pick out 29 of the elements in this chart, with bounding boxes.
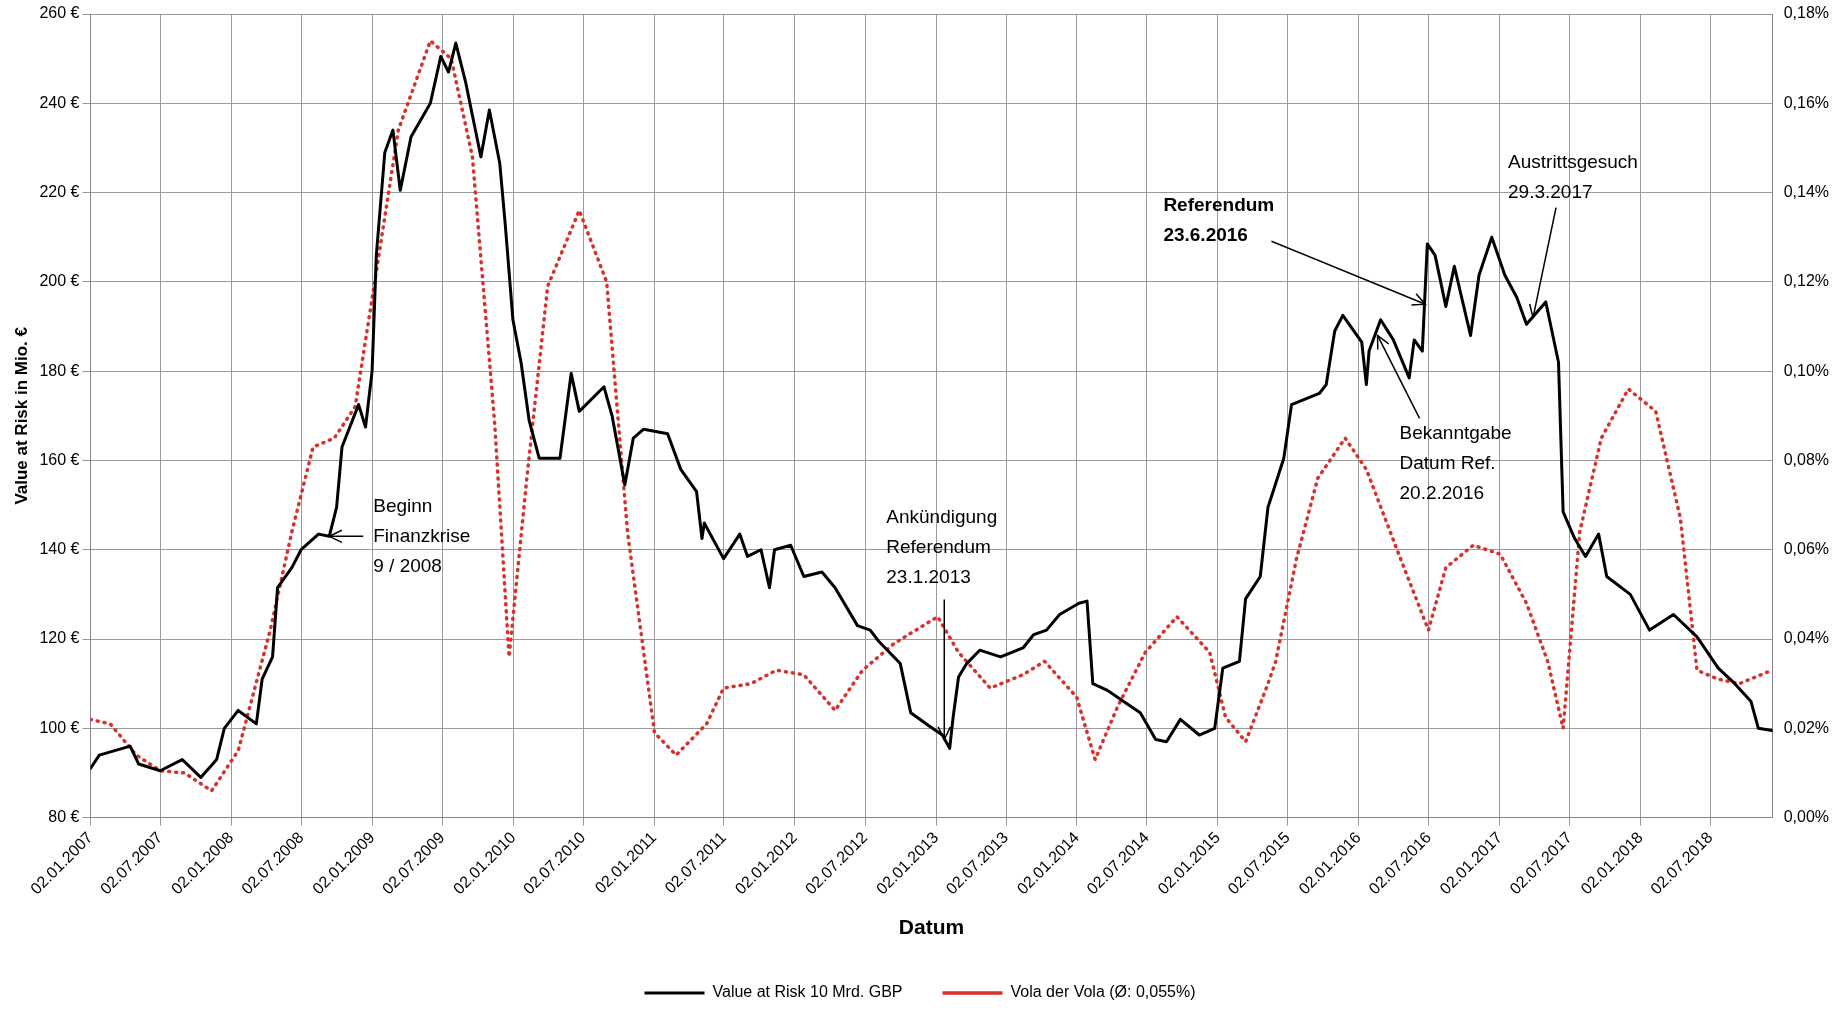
annotation: Bekanntgabe Datum Ref. 20.2.2016 bbox=[1399, 421, 1512, 503]
y2-tick-label: 0,14% bbox=[1783, 182, 1830, 200]
y2-tick-label: 0,10% bbox=[1783, 361, 1830, 379]
y-tick-label: 200 € bbox=[39, 272, 80, 290]
y2-tick-label: 0,18% bbox=[1783, 4, 1830, 22]
y-tick-label: 140 € bbox=[39, 540, 80, 558]
y-tick-label: 180 € bbox=[39, 361, 80, 379]
annotation: Ankündigung Referendum 23.1.2013 bbox=[886, 505, 998, 587]
y-tick-label: 240 € bbox=[39, 93, 80, 111]
y2-tick-label: 0,16% bbox=[1783, 93, 1830, 111]
annotation: Referendum 23.6.2016 bbox=[1163, 194, 1275, 246]
legend-label: Vola der Vola (Ø: 0,055%) bbox=[1010, 983, 1196, 1001]
y-tick-label: 120 € bbox=[39, 629, 80, 647]
annotation: Austrittsgesuch 29.3.2017 bbox=[1508, 150, 1638, 202]
y-axis-title: Value at Risk in Mio. € bbox=[11, 326, 31, 505]
legend-label: Value at Risk 10 Mrd. GBP bbox=[712, 983, 903, 1001]
y-tick-label: 220 € bbox=[39, 182, 80, 200]
y2-tick-label: 0,02% bbox=[1783, 718, 1830, 736]
y2-tick-label: 0,00% bbox=[1783, 808, 1830, 826]
y-tick-label: 80 € bbox=[48, 808, 80, 826]
y-tick-label: 160 € bbox=[39, 450, 80, 468]
y2-tick-label: 0,04% bbox=[1783, 629, 1830, 647]
y2-tick-label: 0,12% bbox=[1783, 272, 1830, 290]
y2-tick-label: 0,06% bbox=[1783, 540, 1830, 558]
annotation: Beginn Finanzkrise 9 / 2008 bbox=[373, 494, 471, 576]
y2-tick-label: 0,08% bbox=[1783, 450, 1830, 468]
y-tick-label: 100 € bbox=[39, 718, 80, 736]
y-tick-label: 260 € bbox=[39, 4, 80, 22]
x-axis-title: Datum bbox=[898, 915, 965, 939]
